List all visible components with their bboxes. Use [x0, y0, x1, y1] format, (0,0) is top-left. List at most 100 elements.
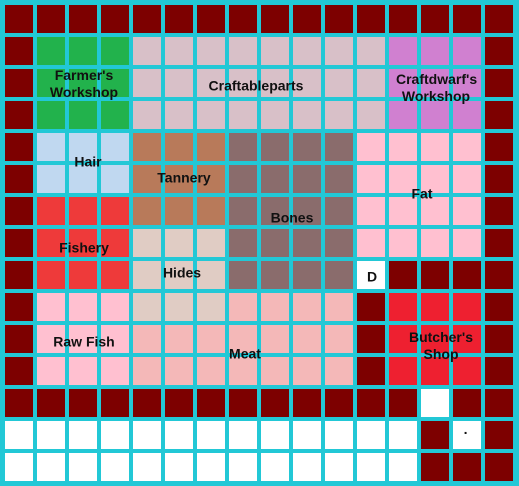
cell: [389, 37, 417, 65]
cell: [357, 389, 385, 417]
cell: [293, 133, 321, 161]
cell: [197, 325, 225, 353]
cell: [101, 5, 129, 33]
cell: [261, 69, 289, 97]
cell: [485, 197, 513, 225]
cell: [325, 197, 353, 225]
cell: [197, 229, 225, 257]
cell: [453, 69, 481, 97]
cell: [69, 165, 97, 193]
cell: [197, 357, 225, 385]
cell: [485, 293, 513, 321]
cell: [197, 101, 225, 129]
cell: [453, 197, 481, 225]
cell: [165, 101, 193, 129]
cell: [133, 69, 161, 97]
cell: [325, 261, 353, 289]
cell: [133, 101, 161, 129]
cell: [325, 133, 353, 161]
cell: [229, 197, 257, 225]
cell: [197, 197, 225, 225]
zone-label: D: [366, 268, 378, 285]
cell: [37, 69, 65, 97]
cell: [197, 37, 225, 65]
cell: [357, 101, 385, 129]
cell: [485, 357, 513, 385]
cell: [37, 261, 65, 289]
cell: [133, 453, 161, 481]
cell: [485, 101, 513, 129]
cell: [101, 293, 129, 321]
cell: [453, 5, 481, 33]
zone-label: Hair: [74, 153, 102, 170]
cell: [197, 133, 225, 161]
cell: [421, 133, 449, 161]
zone-label: Bones: [270, 209, 314, 226]
cell: [197, 165, 225, 193]
cell: [485, 69, 513, 97]
cell: [293, 421, 321, 449]
cell: [325, 357, 353, 385]
cell: [357, 197, 385, 225]
cell: [37, 165, 65, 193]
cell: [5, 421, 33, 449]
cell: [293, 5, 321, 33]
cell: [357, 133, 385, 161]
cell: [5, 229, 33, 257]
cell: [357, 325, 385, 353]
cell: [69, 229, 97, 257]
cell: [69, 37, 97, 65]
cell: [37, 5, 65, 33]
cell: [389, 421, 417, 449]
cell: [421, 453, 449, 481]
cell: [325, 229, 353, 257]
cell: [5, 261, 33, 289]
cell: [197, 421, 225, 449]
cell: [101, 165, 129, 193]
cell: [453, 325, 481, 353]
cell: [37, 453, 65, 481]
cell: [453, 261, 481, 289]
cell: [421, 325, 449, 353]
cell: [165, 69, 193, 97]
cell: [133, 5, 161, 33]
cell: [165, 229, 193, 257]
cell: [421, 389, 449, 417]
cell: [357, 165, 385, 193]
cell: [421, 293, 449, 321]
cell: [229, 69, 257, 97]
cell: [261, 421, 289, 449]
cell: [101, 325, 129, 353]
zone-label: Meat: [229, 345, 261, 362]
cell: [261, 133, 289, 161]
cell: [69, 453, 97, 481]
cell: [133, 229, 161, 257]
cell: [261, 389, 289, 417]
cell: [37, 325, 65, 353]
cell: [133, 37, 161, 65]
cell: [389, 261, 417, 289]
cell: [133, 357, 161, 385]
cell: [389, 133, 417, 161]
cell: [197, 293, 225, 321]
cell: [133, 421, 161, 449]
cell: [133, 261, 161, 289]
cell: [229, 421, 257, 449]
cell: [37, 197, 65, 225]
cell: [5, 389, 33, 417]
cell: [229, 37, 257, 65]
cell: [165, 453, 193, 481]
cell: [101, 37, 129, 65]
cell: [229, 5, 257, 33]
cell: [325, 165, 353, 193]
cell: [453, 165, 481, 193]
cell: [197, 261, 225, 289]
cell: [293, 325, 321, 353]
cell: [229, 357, 257, 385]
cell: [165, 37, 193, 65]
cell: [261, 37, 289, 65]
cell: [261, 261, 289, 289]
cell: [421, 69, 449, 97]
cell: [485, 229, 513, 257]
